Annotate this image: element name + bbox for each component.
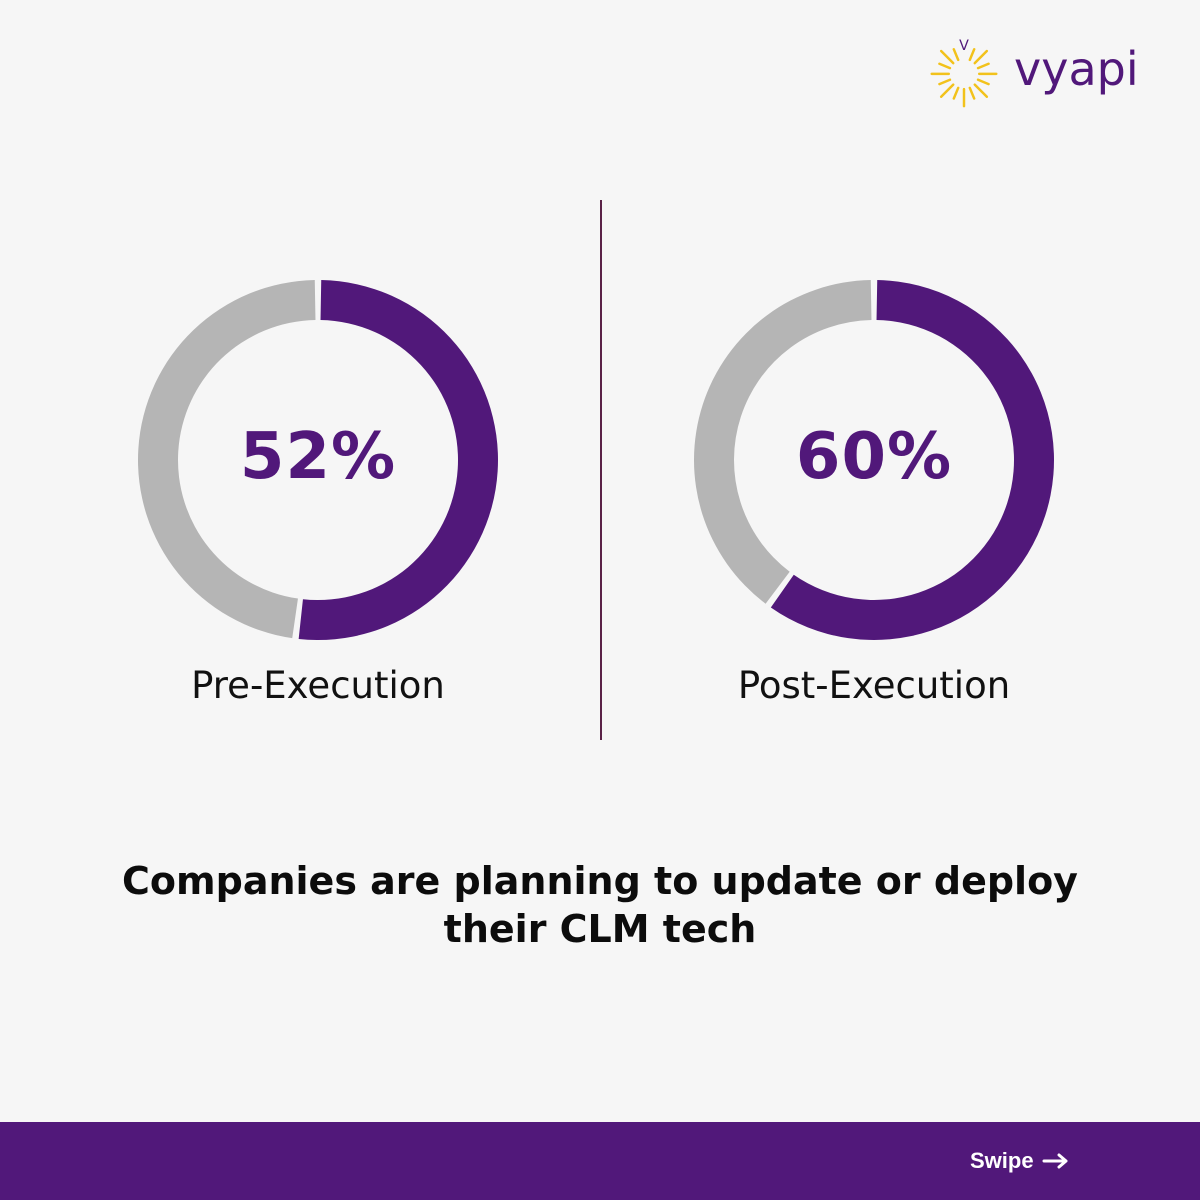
swipe-label: Swipe [970, 1148, 1034, 1173]
logo-ray [939, 83, 955, 98]
logo-ray [968, 86, 976, 100]
category-label-pre-execution: Pre-Execution [191, 664, 445, 707]
logo-ray [939, 49, 955, 65]
logo-ray [938, 78, 952, 86]
donut-chart-pre-execution: 52% [128, 270, 508, 650]
brand-logo: V vyapi [926, 34, 1139, 110]
headline-line-1: Companies are planning to update or depl… [122, 859, 1078, 903]
divider [600, 200, 602, 740]
donut-svg-pre [138, 280, 499, 640]
donut-value-label: 52% [239, 420, 397, 494]
headline: Companies are planning to update or depl… [0, 858, 1200, 953]
donut-remainder-arc [138, 280, 316, 639]
donut-value-label: 60% [795, 420, 953, 494]
logo-ray [976, 62, 990, 70]
headline-line-2: their CLM tech [443, 906, 757, 951]
sunburst-logo-icon: V [930, 38, 998, 108]
donut-chart-post-execution: 60% [684, 270, 1064, 650]
arrow-right-icon [1042, 1153, 1068, 1169]
swipe-button[interactable]: Swipe [970, 1148, 1070, 1174]
brand-name: vyapi [1014, 42, 1139, 96]
footer-bar [0, 1122, 1200, 1200]
donut-remainder-arc [693, 280, 872, 604]
donut-value-arc [770, 280, 1054, 640]
logo-ray [938, 62, 952, 70]
donut-value-arc [298, 280, 499, 640]
logo-ray [968, 48, 976, 62]
logo-ray [952, 86, 960, 100]
logo-ray [973, 49, 989, 65]
donut-svg-post [693, 280, 1054, 640]
logo-mark-letter: V [959, 38, 969, 54]
category-label-post-execution: Post-Execution [737, 664, 1011, 707]
logo-ray [973, 83, 989, 98]
logo-ray [952, 48, 960, 62]
logo-ray [976, 78, 990, 86]
